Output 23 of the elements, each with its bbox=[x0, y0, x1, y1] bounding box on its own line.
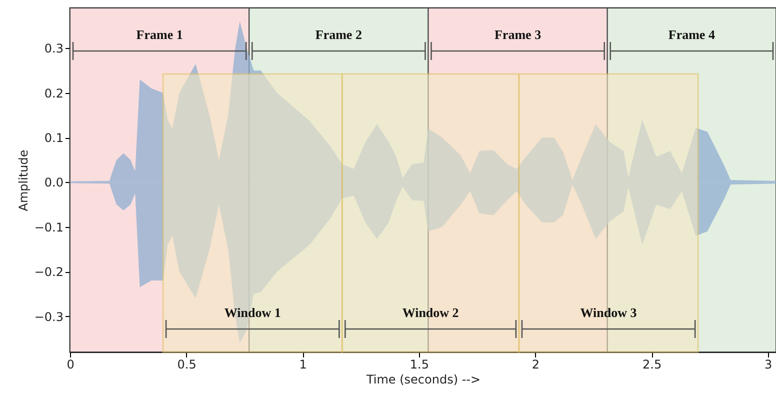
x-tick-label: 2 bbox=[532, 358, 540, 372]
x-tick-label: 3 bbox=[764, 358, 772, 372]
y-tick-label: 0.1 bbox=[44, 131, 64, 146]
band-label: Frame 4 bbox=[668, 27, 716, 42]
x-tick-label: 2.5 bbox=[642, 358, 662, 372]
y-tick-label: −0.2 bbox=[34, 265, 64, 280]
y-tick-label: −0.1 bbox=[34, 220, 64, 234]
band-label: Frame 3 bbox=[494, 27, 542, 42]
x-tick-label: 0.5 bbox=[177, 358, 196, 372]
y-tick-label: −0.3 bbox=[34, 310, 64, 324]
band-label: Window 3 bbox=[580, 305, 638, 320]
x-tick-label: 0 bbox=[66, 358, 74, 372]
band-label: Window 1 bbox=[224, 305, 281, 320]
band-label: Frame 2 bbox=[315, 27, 362, 42]
y-axis-title: Amplitude bbox=[16, 150, 30, 212]
y-tick-label: 0.0 bbox=[44, 176, 64, 190]
y-tick-label: 0.3 bbox=[44, 42, 64, 56]
x-tick-label: 1 bbox=[299, 358, 307, 372]
x-tick-label: 1.5 bbox=[410, 358, 429, 372]
band-label: Window 2 bbox=[402, 305, 459, 320]
y-tick-label: 0.2 bbox=[44, 86, 64, 100]
band-label: Frame 1 bbox=[136, 27, 183, 42]
x-axis-title: Time (seconds) --> bbox=[365, 372, 481, 386]
